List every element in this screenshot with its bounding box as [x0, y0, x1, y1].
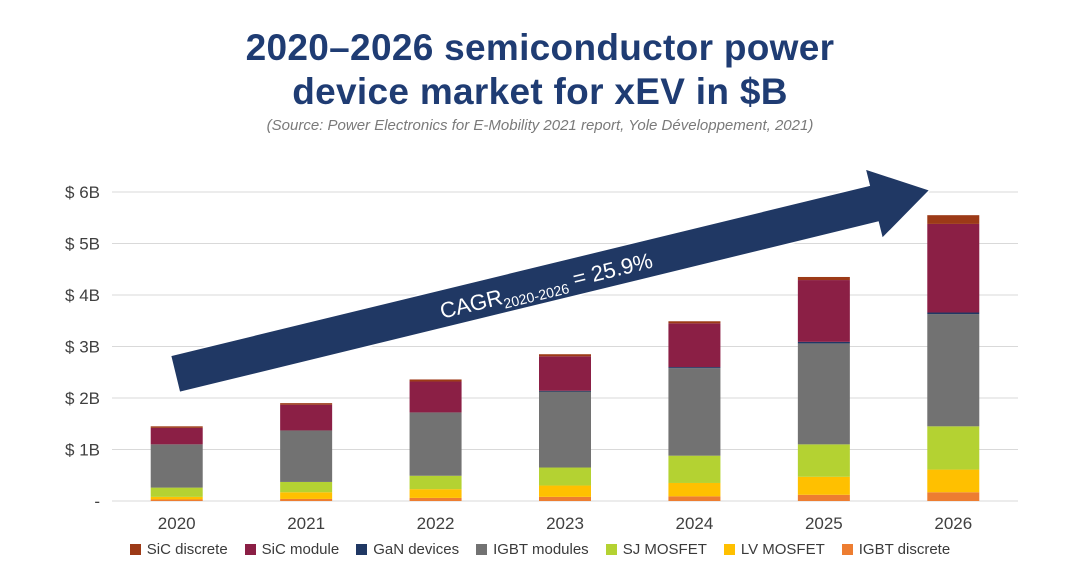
bar-segment [668, 455, 721, 483]
bar-segment [409, 475, 462, 490]
bar-segment [539, 356, 591, 391]
x-tick-label: 2022 [417, 514, 455, 533]
bar-segment [797, 276, 850, 281]
bar-segment [927, 312, 980, 315]
bar-segment [539, 354, 591, 357]
legend-swatch [476, 544, 488, 555]
title-line-1: 2020–2026 semiconductor power [245, 27, 835, 68]
bar-segment [150, 496, 203, 500]
bar-segment [280, 403, 333, 405]
bar-segment [539, 467, 591, 486]
source-note: (Source: Power Electronics for E-Mobilit… [266, 117, 814, 134]
legend-item: SJ MOSFET [605, 541, 707, 558]
bar-segment [280, 404, 333, 431]
legend-label: SJ MOSFET [622, 541, 707, 558]
bar-segment [927, 314, 980, 427]
y-tick-label: $ 3B [65, 338, 100, 357]
bar-segment [927, 426, 980, 470]
y-tick-label: $ 2B [65, 389, 100, 408]
legend-label: GaN devices [373, 541, 460, 558]
bar-segment [539, 391, 591, 468]
bar-segment [797, 476, 850, 495]
bar-segment [150, 499, 203, 501]
bar-segment [280, 430, 333, 482]
legend-label: SiC discrete [146, 541, 228, 558]
bar-segment [797, 280, 850, 342]
bar-segment [927, 492, 980, 501]
bar-segment [927, 469, 980, 493]
bar-segment [150, 444, 203, 488]
legend-swatch [841, 544, 853, 555]
bar-segment [927, 215, 980, 224]
bar-segment [797, 343, 850, 445]
y-tick-label: - [94, 492, 100, 511]
y-tick-label: $ 4B [65, 286, 100, 305]
legend-label: IGBT discrete [858, 541, 951, 558]
legend-swatch [605, 544, 617, 555]
legend-label: LV MOSFET [740, 541, 825, 558]
bar-segment [409, 412, 462, 476]
bar-segment [539, 485, 591, 497]
x-tick-label: 2025 [805, 514, 843, 533]
legend-swatch [356, 544, 368, 555]
title-line-2: device market for xEV in $B [292, 71, 788, 112]
x-tick-label: 2024 [676, 514, 714, 533]
x-tick-label: 2020 [158, 514, 196, 533]
legend-item: IGBT discrete [841, 541, 951, 558]
legend-swatch [244, 544, 256, 555]
legend-item: LV MOSFET [723, 541, 825, 558]
chart-title: 2020–2026 semiconductor power device mar… [0, 26, 1080, 114]
legend-item: IGBT modules [476, 541, 589, 558]
bar-segment [668, 321, 721, 324]
y-tick-label: $ 1B [65, 441, 100, 460]
growth-arrow [169, 167, 932, 394]
legend-swatch [129, 544, 141, 555]
bar-segment [668, 496, 721, 501]
bar-segment [797, 444, 850, 477]
legend-item: SiC discrete [129, 541, 228, 558]
bar-segment [668, 367, 721, 369]
bar-segment [280, 498, 333, 501]
bar-segment [797, 341, 850, 344]
bar-segment [280, 481, 333, 493]
bar-segment [409, 379, 462, 382]
legend-swatch [723, 544, 735, 555]
bar-segment [539, 390, 591, 392]
bar-segment [539, 496, 591, 501]
legend-label: SiC module [261, 541, 340, 558]
x-tick-label: 2021 [287, 514, 325, 533]
bar-segment [150, 427, 203, 445]
x-tick-label: 2026 [934, 514, 972, 533]
bar-segment [409, 489, 462, 498]
legend-label: IGBT modules [493, 541, 589, 558]
legend-item: SiC module [244, 541, 340, 558]
bar-segment [409, 381, 462, 413]
bar-segment [668, 368, 721, 456]
y-tick-label: $ 6B [65, 183, 100, 202]
bar-segment [668, 482, 721, 497]
bar-segment [797, 494, 850, 501]
bar-segment [280, 492, 333, 499]
bar-segment [409, 497, 462, 501]
y-tick-label: $ 5B [65, 235, 100, 254]
bar-segment [927, 223, 980, 313]
legend-item: GaN devices [356, 541, 459, 558]
chart-legend: SiC discrete SiC module GaN devices IGBT mo… [0, 541, 1080, 558]
x-tick-label: 2023 [546, 514, 584, 533]
bar-segment [668, 323, 721, 368]
bar-segment [150, 487, 203, 497]
bar-segment [150, 426, 203, 428]
